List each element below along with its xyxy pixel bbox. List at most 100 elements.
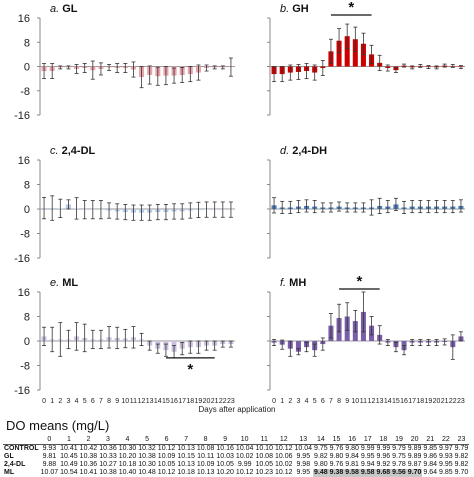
day-header: 23 xyxy=(453,436,470,445)
y-tick-label: -16 xyxy=(14,385,30,397)
table-cell: 10.06 xyxy=(274,453,293,460)
table-cell: 10.38 xyxy=(79,453,98,460)
table-cell: 10.05 xyxy=(216,461,234,468)
x-tick-label: 6 xyxy=(91,398,95,405)
y-tick-label: 16 xyxy=(18,13,30,25)
x-tick-label: 5 xyxy=(83,398,87,405)
table-cell: 9.94 xyxy=(360,461,375,468)
table-cell: 9.96 xyxy=(376,453,391,460)
row-label: CONTROL xyxy=(4,445,39,452)
panel-label-3: d. 2,4-DH xyxy=(280,145,327,157)
day-header: 18 xyxy=(375,436,392,445)
table-cell: 9.78 xyxy=(392,461,406,468)
significance-marker: * xyxy=(187,361,193,378)
x-tick-label: 10 xyxy=(121,398,129,405)
table-cell: 9.79 xyxy=(392,445,406,452)
row-label: GL xyxy=(4,453,14,460)
table-cell: 10.10 xyxy=(255,445,273,452)
y-tick-label: 0 xyxy=(24,336,30,348)
table-cell: 9.99 xyxy=(237,461,252,468)
table-cell: 10.36 xyxy=(99,445,117,452)
significance-marker: * xyxy=(348,0,354,16)
x-tick-label: 15 xyxy=(392,398,400,405)
day-header: 13 xyxy=(293,436,314,445)
table-cell: 9.82 xyxy=(454,461,469,468)
table-cell: 10.04 xyxy=(294,445,313,452)
table-cell: 9.97 xyxy=(439,445,453,452)
x-tick-label: 9 xyxy=(115,398,119,405)
day-header: 4 xyxy=(117,436,138,445)
table-cell: 10.33 xyxy=(99,453,117,460)
table-cell: 9.93 xyxy=(439,453,453,460)
x-tick-label: 12 xyxy=(368,398,376,405)
day-header: 8 xyxy=(195,436,216,445)
day-header: 15 xyxy=(328,436,345,445)
panel-label-2: c. 2,4-DL xyxy=(50,145,96,157)
x-tick-label: 2 xyxy=(58,398,62,405)
table-cell: 9.95 xyxy=(296,469,311,476)
y-tick-label: 16 xyxy=(18,287,30,299)
panel-label-5: f. MH xyxy=(280,277,306,289)
table-cell: 9.76 xyxy=(329,461,344,468)
table-cell: 10.27 xyxy=(99,461,117,468)
table-row: ML 10.07 10.54 10.41 10.38 10.40 10.48 10.12 10.… xyxy=(3,469,469,477)
table-cell: 10.04 xyxy=(235,445,254,452)
x-tick-label: 21 xyxy=(441,398,449,405)
table-cell: 9.48 xyxy=(313,469,329,477)
x-tick-label: 23 xyxy=(457,398,465,405)
table-cell: 10.11 xyxy=(197,453,215,460)
table-cell: 10.30 xyxy=(138,461,156,468)
table-cell: 10.02 xyxy=(274,461,293,468)
table-cell: 9.89 xyxy=(407,445,422,452)
x-tick-label: 16 xyxy=(400,398,408,405)
table-cell: 10.02 xyxy=(235,453,254,460)
day-header: 0 xyxy=(39,436,60,445)
x-tick-label: 17 xyxy=(408,398,416,405)
table-cell: 9.87 xyxy=(407,461,422,468)
table-cell: 9.85 xyxy=(423,445,438,452)
table-cell: 10.40 xyxy=(118,469,137,476)
x-tick-label: 6 xyxy=(321,398,325,405)
day-header: 10 xyxy=(234,436,255,445)
table-cell: 9.80 xyxy=(345,445,359,452)
table-cell: 10.54 xyxy=(60,469,78,476)
x-tick-label: 18 xyxy=(416,398,424,405)
y-tick-label: 16 xyxy=(18,155,30,167)
y-tick-label: 0 xyxy=(24,204,30,216)
bar xyxy=(344,36,350,67)
bar xyxy=(360,43,366,67)
table-cell: 10.13 xyxy=(177,445,195,452)
x-tick-label: 7 xyxy=(99,398,103,405)
table-cell: 10.08 xyxy=(255,453,273,460)
table-cell: 9.84 xyxy=(423,461,438,468)
table-cell: 10.12 xyxy=(274,445,293,452)
table-cell: 10.32 xyxy=(138,445,156,452)
table-cell: 9.80 xyxy=(329,453,344,460)
table-cell: 9.75 xyxy=(314,445,328,452)
table-cell: 9.92 xyxy=(376,461,391,468)
day-header: 16 xyxy=(344,436,360,445)
x-tick-label: 11 xyxy=(360,398,367,405)
day-header: 12 xyxy=(273,436,294,445)
x-axis-title: Days after application xyxy=(199,405,276,414)
x-tick-label: 12 xyxy=(138,398,146,405)
table-cell: 9.99 xyxy=(360,445,375,452)
table-cell: 10.41 xyxy=(79,469,98,476)
table-cell: 9.76 xyxy=(329,445,344,452)
x-tick-label: 4 xyxy=(305,398,309,405)
table-cell: 10.16 xyxy=(216,445,234,452)
table-cell: 9.95 xyxy=(296,453,311,460)
table-cell: 9.84 xyxy=(345,453,359,460)
day-header: 6 xyxy=(156,436,177,445)
table-cell: 9.79 xyxy=(454,445,469,452)
x-tick-label: 14 xyxy=(154,398,162,405)
panel-label-1: b. GH xyxy=(280,3,309,15)
day-header: 5 xyxy=(137,436,157,445)
table-cell: 10.30 xyxy=(118,445,137,452)
y-tick-label: -16 xyxy=(14,253,30,265)
table-cell: 9.89 xyxy=(407,453,422,460)
table-cell: 10.45 xyxy=(60,453,78,460)
day-header: 22 xyxy=(438,436,454,445)
table-cell: 10.09 xyxy=(157,453,176,460)
x-tick-label: 3 xyxy=(296,398,300,405)
